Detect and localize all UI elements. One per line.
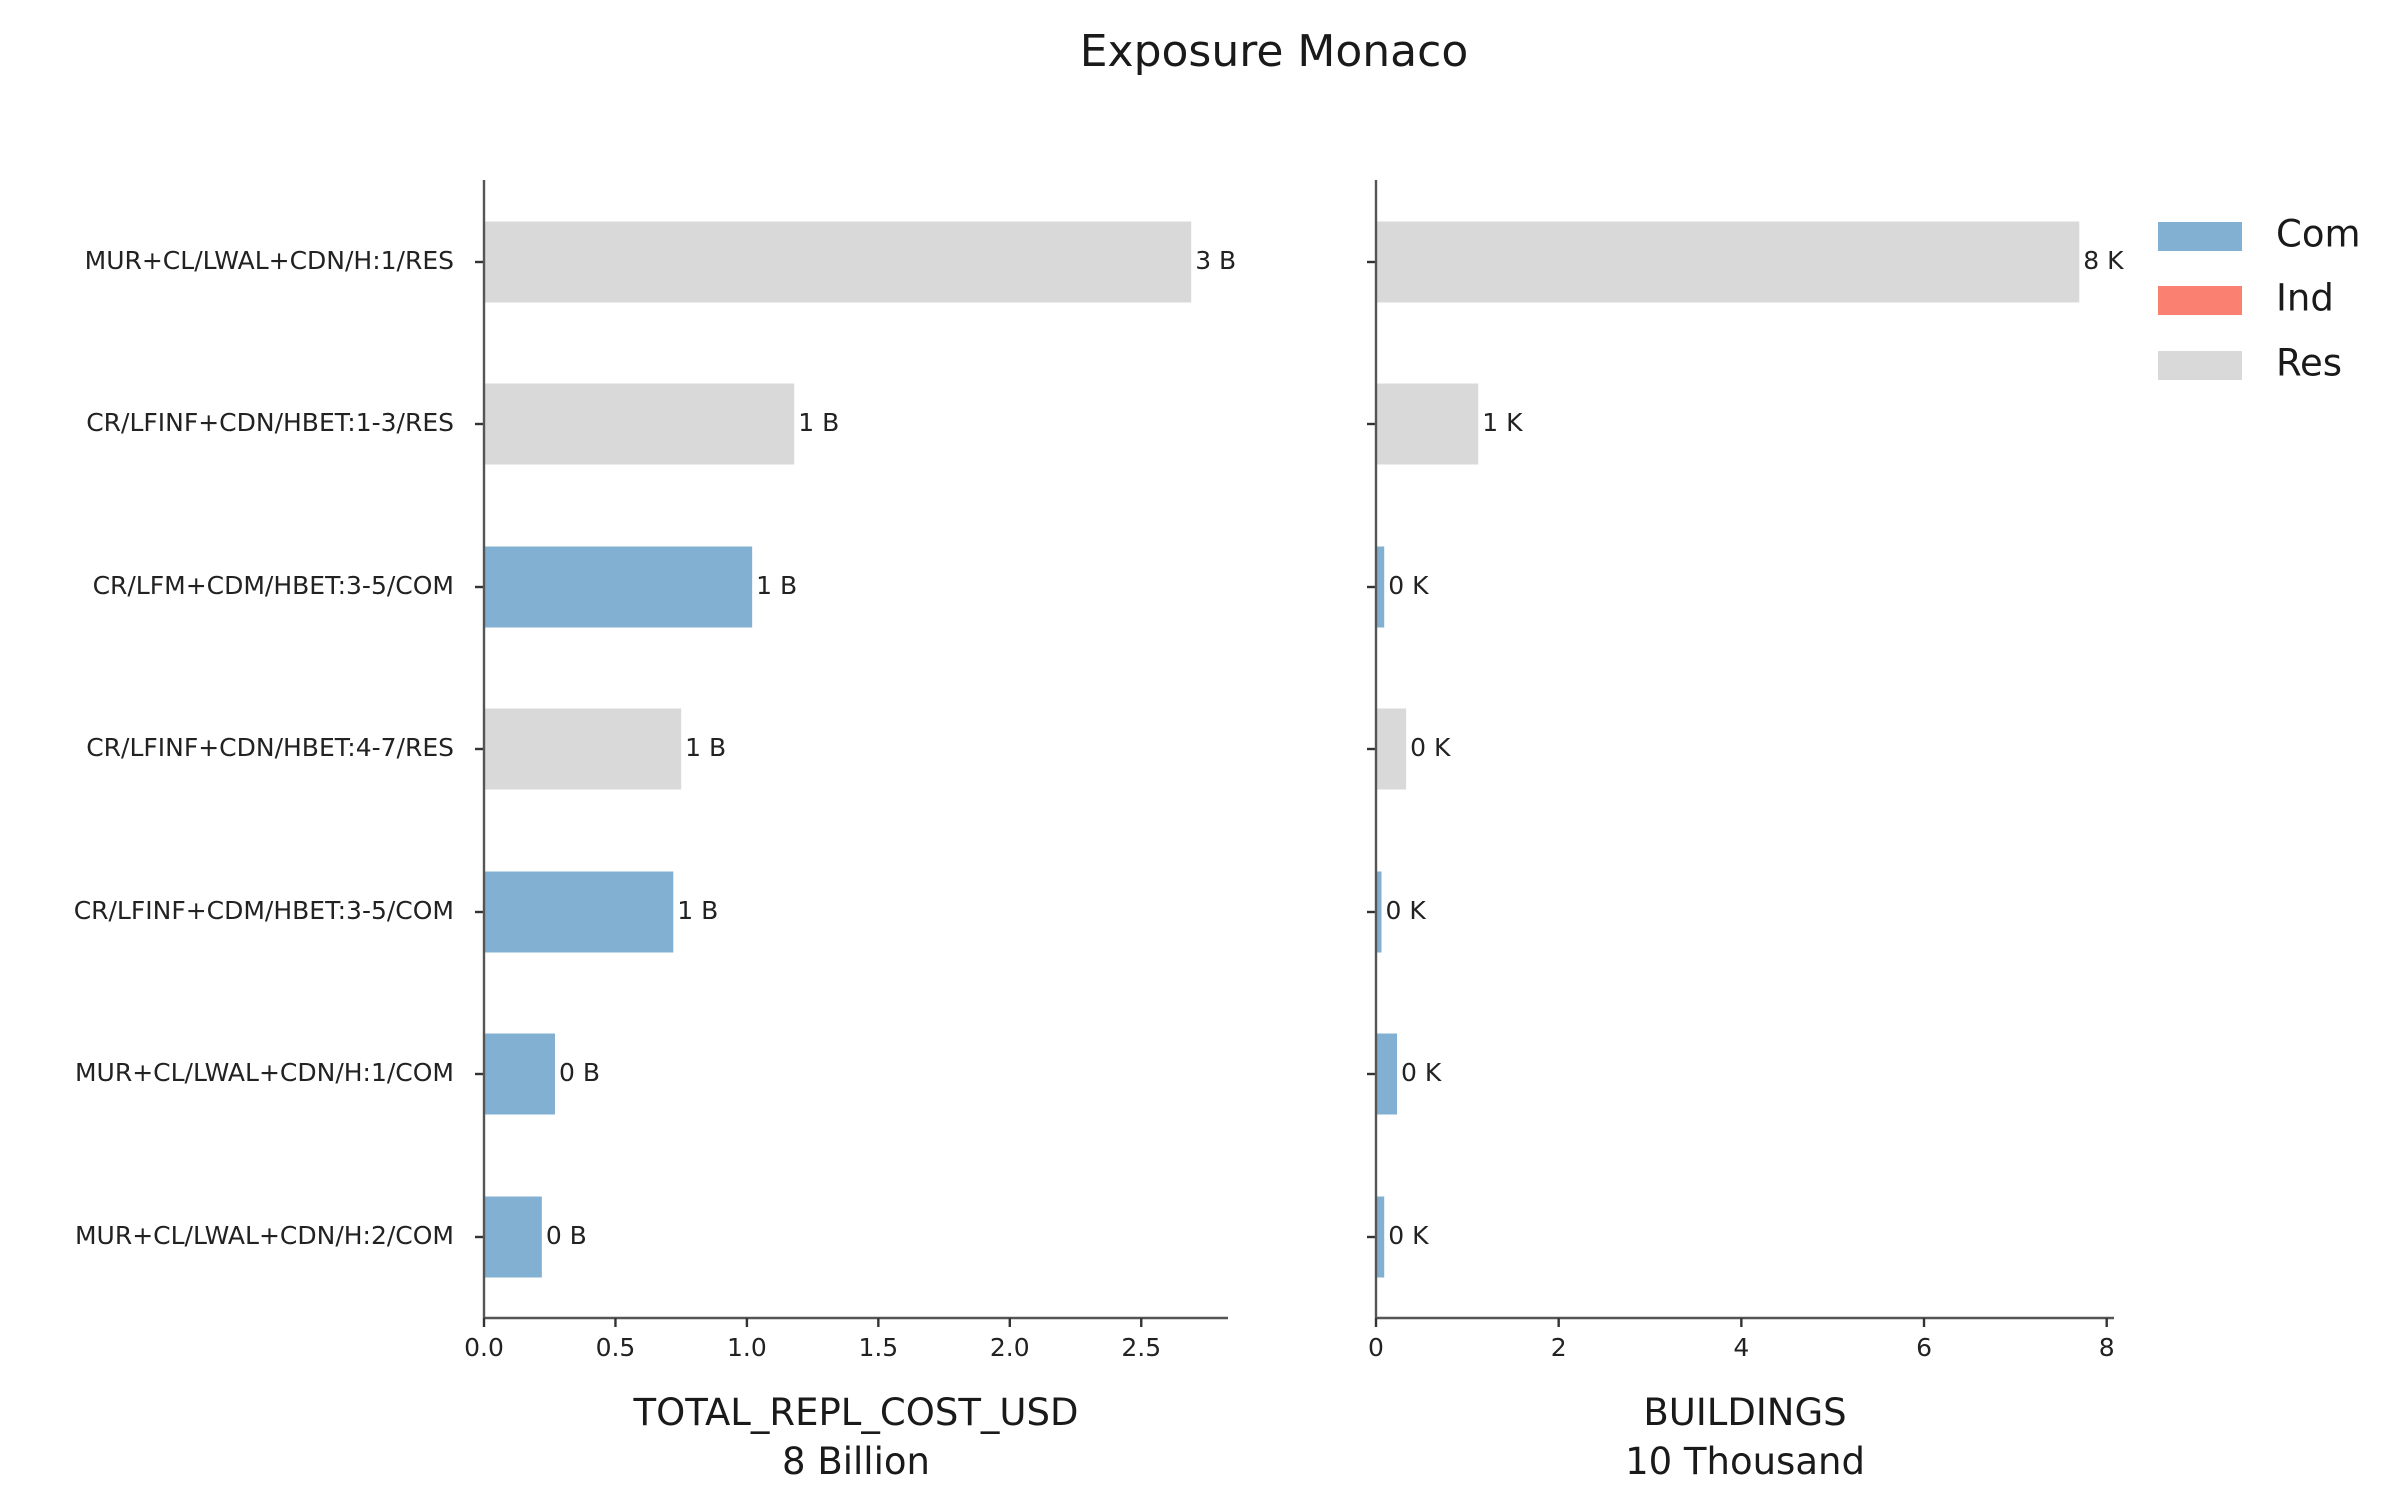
data-label-2-3: 0 K [1388,571,1429,600]
xtick-label-1-3: 1.0 [727,1333,767,1362]
category-label-7: MUR+CL/LWAL+CDN/H:2/COM [75,1221,454,1250]
category-label-5: CR/LFINF+CDM/HBET:3-5/COM [74,896,454,925]
data-label-1-1: 3 B [1195,246,1236,275]
bar-1-4 [484,708,682,790]
xtick-label-2-4: 6 [1916,1333,1932,1362]
data-label-1-7: 0 B [546,1221,587,1250]
xtick-label-2-1: 0 [1368,1333,1384,1362]
xtick-label-1-6: 2.5 [1121,1333,1161,1362]
category-label-6: MUR+CL/LWAL+CDN/H:1/COM [75,1058,454,1087]
bar-1-1 [484,221,1192,303]
category-label-2: CR/LFINF+CDN/HBET:1-3/RES [86,408,454,437]
category-label-3: CR/LFM+CDM/HBET:3-5/COM [93,571,454,600]
bar-1-5 [484,871,674,953]
data-label-2-5: 0 K [1385,896,1426,925]
legend-label-com: Com [2276,213,2361,256]
bar-2-7 [1376,1196,1385,1278]
data-label-1-2: 1 B [798,408,839,437]
xtick-label-1-1: 0.0 [464,1333,504,1362]
xtick-label-1-4: 1.5 [858,1333,898,1362]
bar-2-4 [1376,708,1407,790]
category-label-4: CR/LFINF+CDN/HBET:4-7/RES [86,733,454,762]
legend-label-res: Res [2276,342,2342,385]
data-label-1-5: 1 B [677,896,718,925]
data-label-2-7: 0 K [1388,1221,1429,1250]
data-label-2-2: 1 K [1482,408,1523,437]
x-axis-sublabel-1: 8 Billion [782,1440,930,1483]
legend-swatch-res [2158,351,2242,380]
x-axis-label-1: TOTAL_REPL_COST_USD [633,1391,1079,1434]
data-label-1-6: 0 B [559,1058,600,1087]
bar-2-2 [1376,383,1479,465]
xtick-label-2-3: 4 [1733,1333,1749,1362]
legend-swatch-ind [2158,286,2242,315]
x-axis-sublabel-2: 10 Thousand [1625,1440,1865,1483]
data-label-2-4: 0 K [1410,733,1451,762]
bar-2-1 [1376,221,2080,303]
panel-1: 3 B MUR+CL/LWAL+CDN/H:1/RES 1 B CR/LFINF+CD… [74,180,1236,1483]
bar-2-3 [1376,546,1385,628]
bar-1-6 [484,1033,555,1115]
xtick-label-1-5: 2.0 [990,1333,1030,1362]
xtick-label-2-2: 2 [1551,1333,1567,1362]
data-label-2-1: 8 K [2083,246,2124,275]
bar-2-5 [1376,871,1382,953]
panel-2: 8 K 1 K 0 K 0 K 0 K 0 K 0 K 0 2 4 6 8 BUILDINGS 10 Th… [1367,180,2124,1483]
data-label-2-6: 0 K [1401,1058,1442,1087]
legend-swatch-com [2158,222,2242,251]
bar-1-2 [484,383,795,465]
bar-1-3 [484,546,753,628]
xtick-label-1-2: 0.5 [596,1333,636,1362]
bar-1-7 [484,1196,542,1278]
x-axis-label-2: BUILDINGS [1643,1391,1846,1434]
xtick-label-2-5: 8 [2099,1333,2115,1362]
category-label-1: MUR+CL/LWAL+CDN/H:1/RES [85,246,454,275]
legend: Com Ind Res [2158,213,2361,385]
data-label-1-4: 1 B [685,733,726,762]
bar-2-6 [1376,1033,1398,1115]
legend-label-ind: Ind [2276,277,2334,320]
chart-title: Exposure Monaco [1080,26,1469,77]
data-label-1-3: 1 B [756,571,797,600]
